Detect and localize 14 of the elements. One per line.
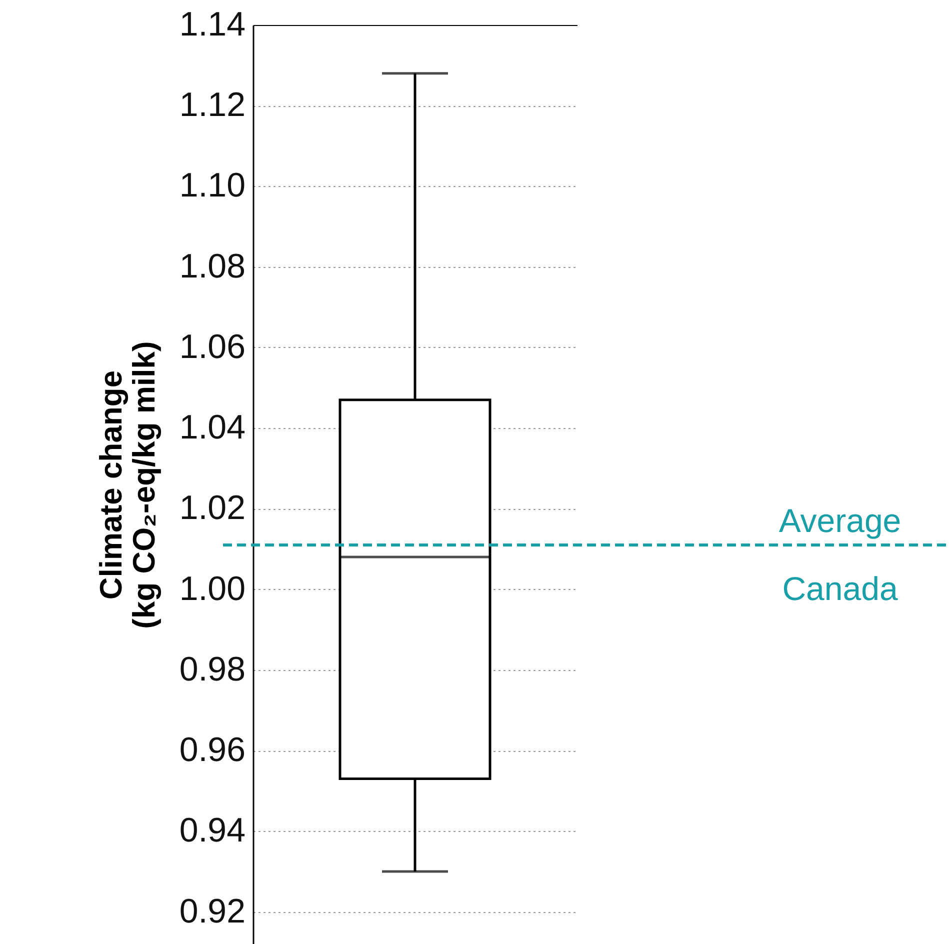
y-tick-label: 1.04 [179, 408, 246, 447]
y-tick-label: 0.96 [179, 731, 246, 770]
y-tick-label: 1.06 [179, 328, 246, 366]
y-axis-title: Climate change (kg CO₂-eq/kg milk) [93, 341, 162, 629]
ref-line-label: Average Canada [778, 502, 902, 607]
y-tick-label: 1.10 [179, 166, 246, 205]
y-tick-label: 0.98 [179, 650, 246, 688]
y-tick-label: 1.14 [179, 6, 246, 44]
y-tick-label: 0.94 [179, 812, 246, 850]
y-tick-label: 1.12 [179, 86, 246, 124]
y-tick-label: 1.00 [179, 570, 246, 608]
y-tick-label: 1.02 [179, 489, 246, 528]
y-tick-label: 0.92 [179, 892, 246, 930]
y-tick-label: 1.08 [179, 247, 246, 286]
